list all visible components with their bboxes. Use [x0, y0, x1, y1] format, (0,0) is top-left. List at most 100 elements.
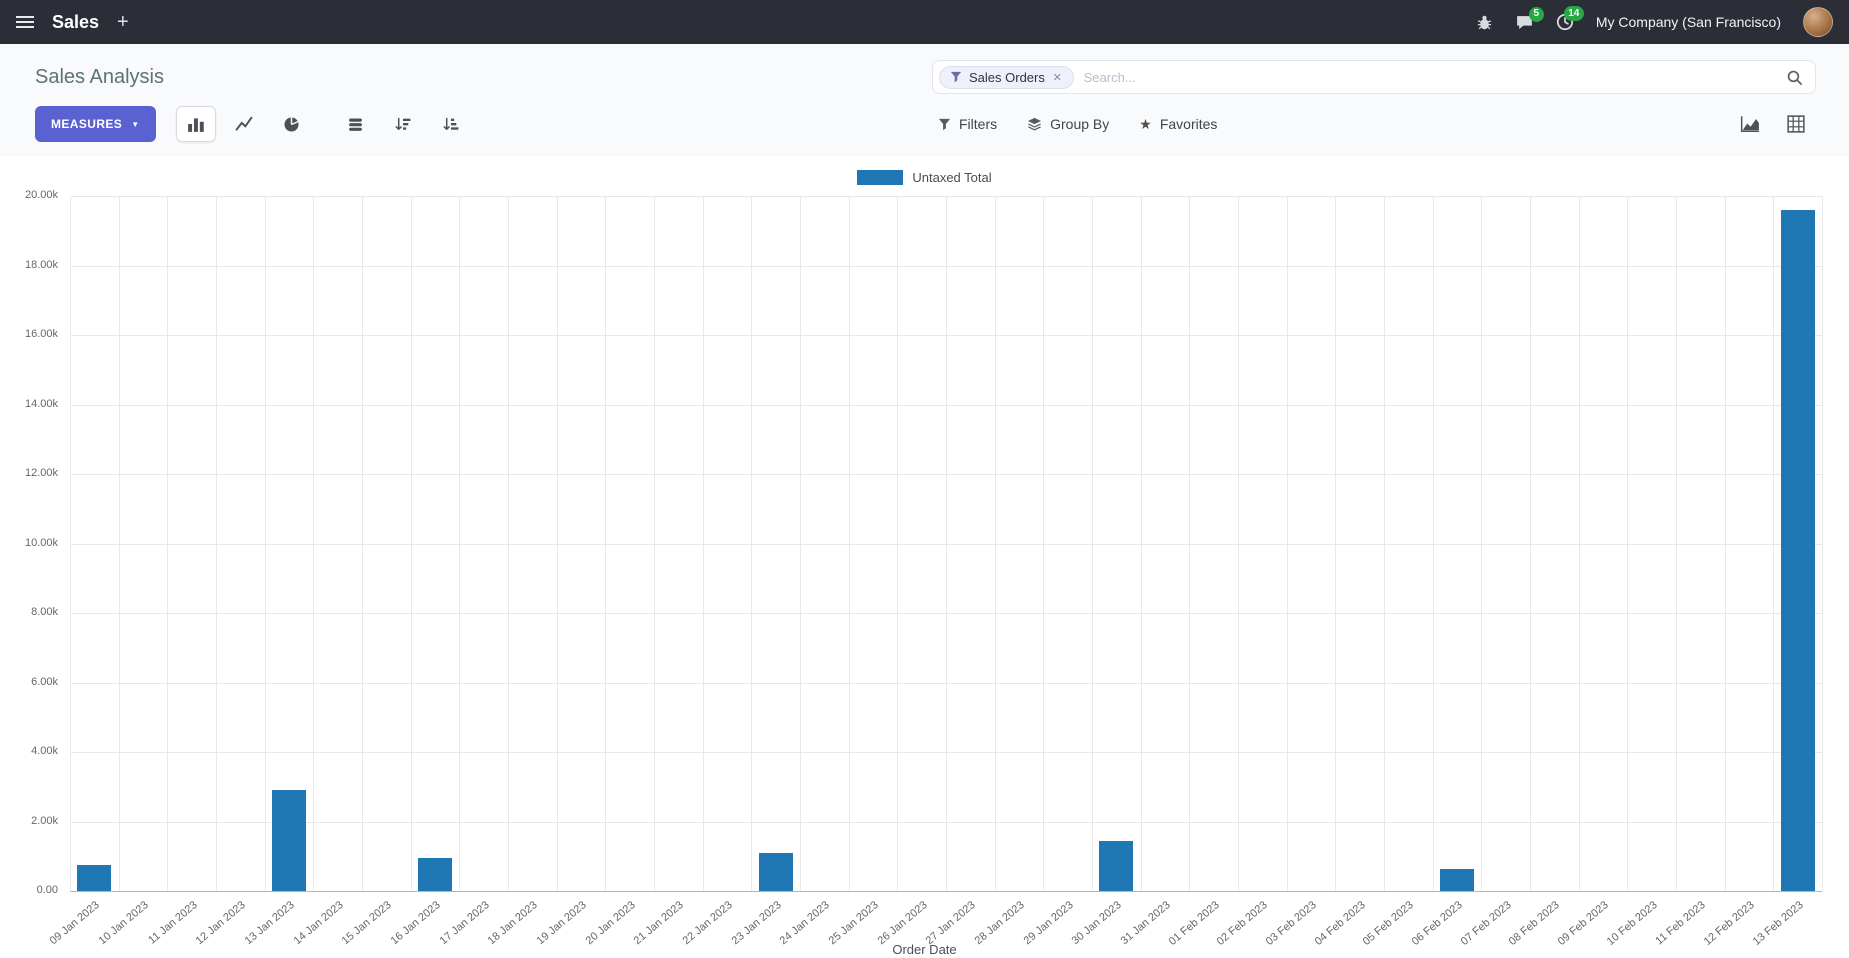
y-tick-label: 12.00k	[24, 467, 58, 479]
x-gridline	[1384, 196, 1385, 891]
x-gridline	[508, 196, 509, 891]
x-gridline	[1335, 196, 1337, 891]
x-gridline	[654, 196, 655, 891]
x-gridline	[70, 196, 71, 891]
graph-view-button[interactable]	[1730, 106, 1770, 142]
bar-chart-icon	[187, 118, 204, 132]
left-tools: MEASURES ▼	[35, 106, 472, 142]
y-tick-label: 14.00k	[24, 397, 58, 410]
control-panel: Sales Analysis Sales Orders × MEASURES ▼	[0, 44, 1849, 156]
bar[interactable]	[77, 864, 112, 891]
x-gridline	[1676, 196, 1677, 891]
x-gridline	[1238, 196, 1239, 891]
x-gridline	[605, 196, 607, 891]
x-gridline	[556, 196, 558, 891]
bar[interactable]	[272, 790, 306, 891]
bug-icon[interactable]	[1476, 14, 1493, 31]
bug-icon-svg	[1477, 15, 1491, 29]
filter-funnel-icon	[950, 71, 962, 83]
sort-descending-button[interactable]	[384, 106, 424, 142]
sort-descending-icon	[395, 117, 411, 130]
navbar: Sales + 5 14 My Company (San Francisco)	[0, 0, 1849, 44]
x-gridline	[1432, 196, 1434, 891]
x-gridline	[1189, 196, 1191, 891]
line-chart-button[interactable]	[224, 106, 264, 142]
x-gridline	[1773, 196, 1775, 891]
search-icon[interactable]	[1786, 69, 1803, 86]
pie-chart-icon	[284, 116, 299, 132]
x-axis-title: Order Date	[892, 942, 957, 957]
sort-ascending-icon	[443, 117, 459, 130]
avatar[interactable]	[1803, 7, 1833, 37]
x-gridline	[1043, 196, 1045, 891]
plus-icon[interactable]: +	[117, 11, 129, 33]
x-gridline	[313, 196, 315, 891]
activities-button[interactable]: 14	[1556, 6, 1584, 31]
x-gridline	[264, 196, 266, 891]
x-gridline	[167, 196, 169, 891]
view-switcher	[1730, 106, 1816, 142]
measures-button[interactable]: MEASURES ▼	[35, 106, 156, 142]
messages-badge: 5	[1528, 6, 1544, 22]
bar-chart-button[interactable]	[175, 106, 216, 142]
x-gridline	[1481, 196, 1483, 891]
x-gridline	[800, 196, 801, 891]
bar[interactable]	[1780, 209, 1815, 891]
plot-area: 0.00 2.00k 4.00k 6.00k 8.00k 10.00k 12.00k 14.0…	[25, 189, 1823, 948]
legend-swatch	[857, 169, 904, 185]
company-name[interactable]: My Company (San Francisco)	[1595, 14, 1781, 30]
control-panel-toolbar: MEASURES ▼	[0, 106, 1849, 146]
x-gridline	[1530, 196, 1531, 891]
bar[interactable]	[1440, 869, 1474, 891]
y-tick-label: 10.00k	[24, 536, 58, 549]
x-gridline	[994, 196, 996, 891]
menu-icon[interactable]	[16, 16, 34, 28]
bar[interactable]	[758, 853, 793, 891]
favorites-menu[interactable]: ★ Favorites	[1139, 116, 1217, 132]
x-gridline	[362, 196, 363, 891]
pivot-view-button[interactable]	[1776, 106, 1816, 142]
app-name[interactable]: Sales	[52, 11, 100, 32]
x-gridline	[1286, 196, 1288, 891]
y-tick-label: 18.00k	[24, 258, 58, 271]
bar[interactable]	[1099, 840, 1134, 891]
pivot-view-icon	[1787, 115, 1805, 133]
sort-ascending-button[interactable]	[432, 106, 472, 142]
group-by-menu[interactable]: Group By	[1027, 116, 1109, 132]
facet-remove-button[interactable]: ×	[1052, 68, 1062, 86]
navbar-right: 5 14 My Company (San Francisco)	[1476, 6, 1833, 37]
filters-menu[interactable]: Filters	[938, 116, 997, 132]
group-by-menu-label: Group By	[1050, 116, 1110, 132]
y-tick-label: 6.00k	[31, 675, 58, 688]
star-icon: ★	[1139, 116, 1152, 132]
messages-button[interactable]: 5	[1515, 6, 1544, 31]
x-gridline	[946, 196, 947, 891]
filter-menus: Filters Group By ★ Favorites	[938, 106, 1217, 142]
x-gridline	[216, 196, 217, 891]
x-gridline	[702, 196, 704, 891]
page-title: Sales Analysis	[35, 65, 164, 88]
line-chart-icon	[234, 116, 253, 131]
x-gridline	[118, 196, 120, 891]
x-gridline	[1140, 196, 1142, 891]
activities-badge: 14	[1563, 6, 1584, 21]
x-gridline	[1092, 196, 1093, 891]
x-gridline	[897, 196, 899, 891]
y-tick-label: 8.00k	[31, 606, 58, 618]
y-tick-label: 20.00k	[24, 189, 58, 201]
stacked-toggle-button[interactable]	[336, 106, 376, 142]
layers-icon	[1027, 117, 1042, 131]
filters-menu-label: Filters	[959, 116, 998, 132]
chat-icon	[1516, 15, 1532, 29]
stacked-icon	[349, 118, 362, 131]
bar[interactable]	[418, 858, 452, 891]
chart-legend[interactable]: Untaxed Total	[0, 168, 1849, 186]
navbar-left: Sales +	[16, 12, 129, 33]
search-input[interactable]	[1083, 69, 1776, 85]
search-facet[interactable]: Sales Orders ×	[939, 65, 1074, 89]
pie-chart-button[interactable]	[272, 106, 312, 142]
y-tick-label: 16.00k	[24, 328, 58, 340]
search-bar[interactable]: Sales Orders ×	[932, 60, 1816, 94]
x-gridline	[848, 196, 850, 891]
control-panel-top-row: Sales Analysis Sales Orders ×	[0, 60, 1849, 94]
